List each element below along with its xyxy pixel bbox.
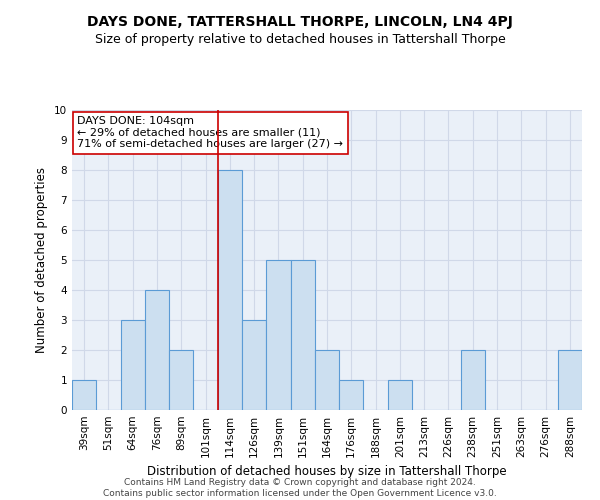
Bar [72, 380, 96, 410]
Bar [266, 260, 290, 410]
Bar [315, 350, 339, 410]
X-axis label: Distribution of detached houses by size in Tattershall Thorpe: Distribution of detached houses by size … [147, 466, 507, 478]
Bar [121, 320, 145, 410]
Bar [461, 350, 485, 410]
Bar [388, 380, 412, 410]
Bar [290, 260, 315, 410]
Bar [218, 170, 242, 410]
Y-axis label: Number of detached properties: Number of detached properties [35, 167, 49, 353]
Text: DAYS DONE, TATTERSHALL THORPE, LINCOLN, LN4 4PJ: DAYS DONE, TATTERSHALL THORPE, LINCOLN, … [87, 15, 513, 29]
Text: Contains HM Land Registry data © Crown copyright and database right 2024.
Contai: Contains HM Land Registry data © Crown c… [103, 478, 497, 498]
Bar [339, 380, 364, 410]
Bar [242, 320, 266, 410]
Text: DAYS DONE: 104sqm
← 29% of detached houses are smaller (11)
71% of semi-detached: DAYS DONE: 104sqm ← 29% of detached hous… [77, 116, 343, 149]
Bar [145, 290, 169, 410]
Bar [558, 350, 582, 410]
Bar [169, 350, 193, 410]
Text: Size of property relative to detached houses in Tattershall Thorpe: Size of property relative to detached ho… [95, 32, 505, 46]
